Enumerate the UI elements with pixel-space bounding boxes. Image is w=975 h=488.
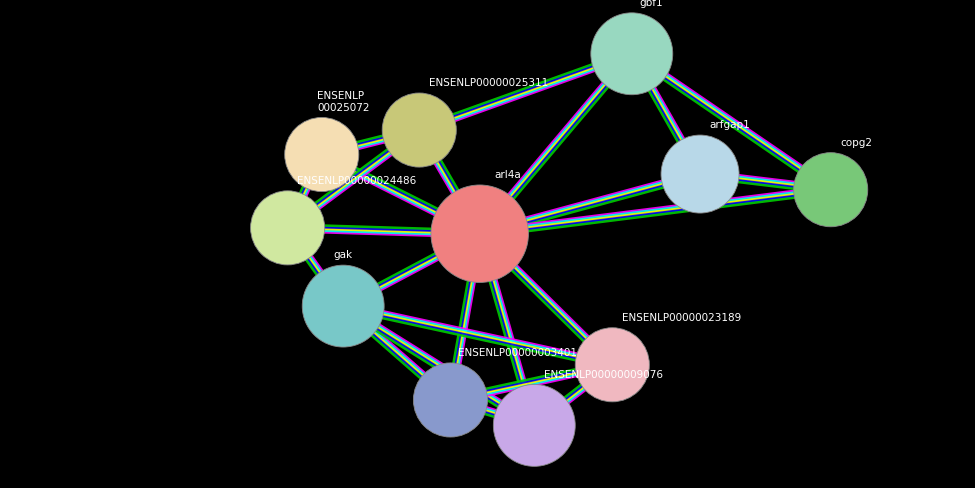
Text: ENSENLP00000024486: ENSENLP00000024486 bbox=[297, 176, 416, 185]
Text: ENSENLP00000025311: ENSENLP00000025311 bbox=[429, 78, 548, 88]
Text: ENSENLP00000003401: ENSENLP00000003401 bbox=[458, 347, 577, 357]
Text: copg2: copg2 bbox=[840, 138, 873, 147]
Text: arl4a: arl4a bbox=[494, 170, 521, 180]
Ellipse shape bbox=[413, 363, 488, 437]
Ellipse shape bbox=[575, 328, 649, 402]
Ellipse shape bbox=[591, 14, 673, 96]
Ellipse shape bbox=[251, 191, 325, 265]
Text: arfgap1: arfgap1 bbox=[710, 120, 751, 130]
Ellipse shape bbox=[493, 385, 575, 467]
Text: ENSENLP00000023189: ENSENLP00000023189 bbox=[622, 312, 741, 322]
Text: gak: gak bbox=[333, 250, 353, 260]
Text: gbf1: gbf1 bbox=[640, 0, 663, 8]
Text: ENSENLP00000009076: ENSENLP00000009076 bbox=[544, 369, 663, 379]
Ellipse shape bbox=[302, 265, 384, 347]
Ellipse shape bbox=[382, 94, 456, 168]
Ellipse shape bbox=[794, 153, 868, 227]
Ellipse shape bbox=[285, 118, 359, 192]
Text: ENSENLP
00025072: ENSENLP 00025072 bbox=[317, 91, 370, 112]
Ellipse shape bbox=[431, 185, 528, 283]
Ellipse shape bbox=[661, 136, 739, 214]
